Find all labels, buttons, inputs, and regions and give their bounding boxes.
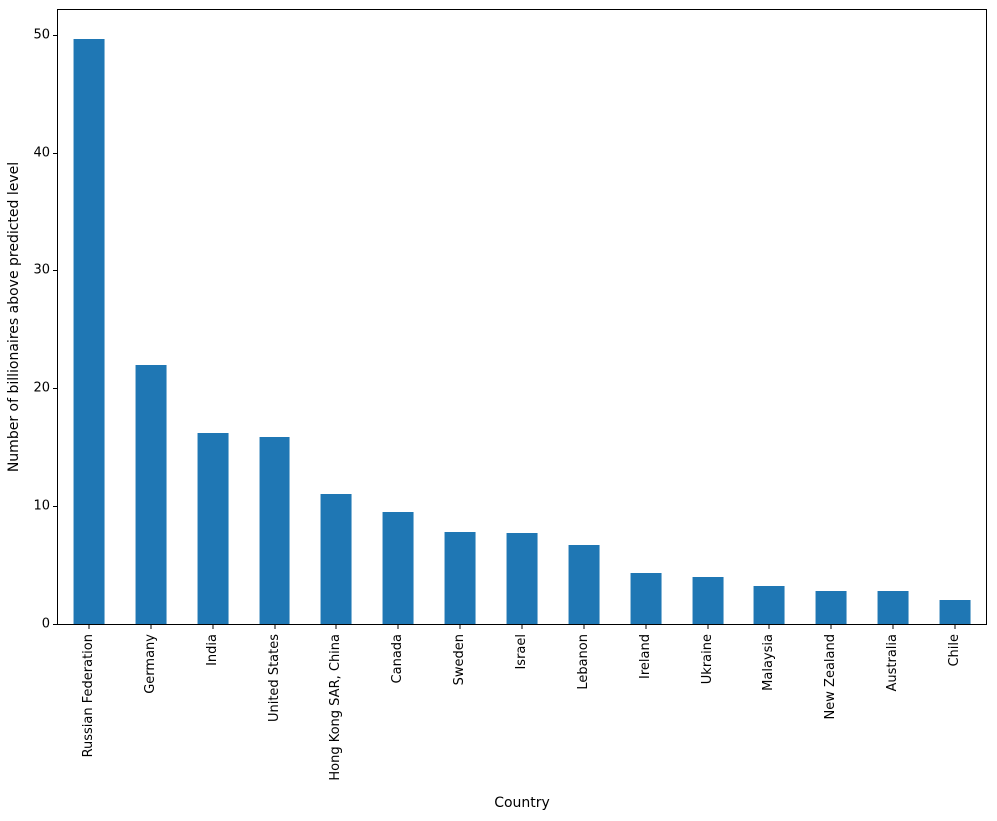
x-tick-label-ukraine: Ukraine: [699, 634, 715, 685]
y-tick-label-30: 30: [33, 262, 50, 278]
x-tick-mark: [521, 624, 523, 629]
bar-chile: [939, 600, 971, 624]
x-tick-label-israel: Israel: [513, 634, 529, 670]
x-tick-mark: [583, 624, 585, 629]
y-tick-mark: [53, 270, 58, 272]
x-tick-mark: [768, 624, 770, 629]
y-tick-label-40: 40: [33, 145, 50, 161]
y-tick-label-10: 10: [33, 498, 50, 514]
bar-united-states: [259, 436, 290, 624]
x-tick-mark: [274, 624, 276, 629]
y-tick-mark: [53, 152, 58, 154]
bar-israel: [506, 533, 538, 624]
x-tick-mark: [459, 624, 461, 629]
bar-new-zealand: [815, 591, 847, 624]
x-tick-mark: [397, 624, 399, 629]
x-tick-mark: [645, 624, 647, 629]
bar-ukraine: [692, 576, 724, 624]
bar-australia: [877, 591, 909, 624]
x-tick-label-australia: Australia: [885, 634, 901, 692]
bar-sweden: [444, 532, 476, 624]
bar-malaysia: [753, 586, 785, 624]
x-tick-label-canada: Canada: [390, 634, 406, 684]
x-tick-mark: [335, 624, 337, 629]
x-tick-mark: [212, 624, 214, 629]
bar-ireland: [630, 573, 662, 624]
x-tick-label-hong-kong-sar-china: Hong Kong SAR, China: [328, 634, 344, 781]
plot-area: Russian Federation Germany India United Sta…: [33, 9, 987, 781]
bar-india: [197, 433, 229, 624]
x-tick-mark: [88, 624, 90, 629]
x-tick-label-india: India: [204, 634, 220, 666]
x-tick-label-germany: Germany: [142, 634, 158, 694]
bar-hong-kong-sar-china: [320, 494, 352, 624]
x-tick-label-new-zealand: New Zealand: [823, 634, 839, 720]
y-tick-mark: [53, 506, 58, 508]
x-tick-label-chile: Chile: [946, 634, 962, 667]
x-tick-label-united-states: United States: [266, 634, 282, 723]
bar-canada: [382, 512, 414, 624]
y-tick-mark: [53, 624, 58, 625]
y-tick-label-20: 20: [33, 380, 50, 396]
y-tick-mark: [53, 388, 58, 390]
bar-russian-federation: [73, 39, 105, 624]
x-tick-label-ireland: Ireland: [637, 634, 653, 679]
x-tick-mark: [830, 624, 832, 629]
bar-lebanon: [568, 545, 600, 624]
x-tick-label-russian-federation: Russian Federation: [80, 634, 96, 758]
x-tick-label-malaysia: Malaysia: [761, 634, 777, 691]
y-axis-label: Number of billionaires above predicted l…: [6, 161, 22, 473]
y-tick-label-50: 50: [33, 27, 50, 43]
x-tick-mark: [150, 624, 152, 629]
y-tick-mark: [53, 34, 58, 36]
y-tick-label-0: 0: [41, 616, 50, 632]
bar-germany: [135, 364, 167, 624]
x-tick-label-lebanon: Lebanon: [575, 634, 591, 690]
x-tick-label-sweden: Sweden: [451, 634, 467, 686]
x-tick-mark: [954, 624, 956, 629]
x-axis-label: Country: [494, 795, 550, 811]
x-tick-mark: [707, 624, 709, 629]
x-tick-mark: [892, 624, 894, 629]
